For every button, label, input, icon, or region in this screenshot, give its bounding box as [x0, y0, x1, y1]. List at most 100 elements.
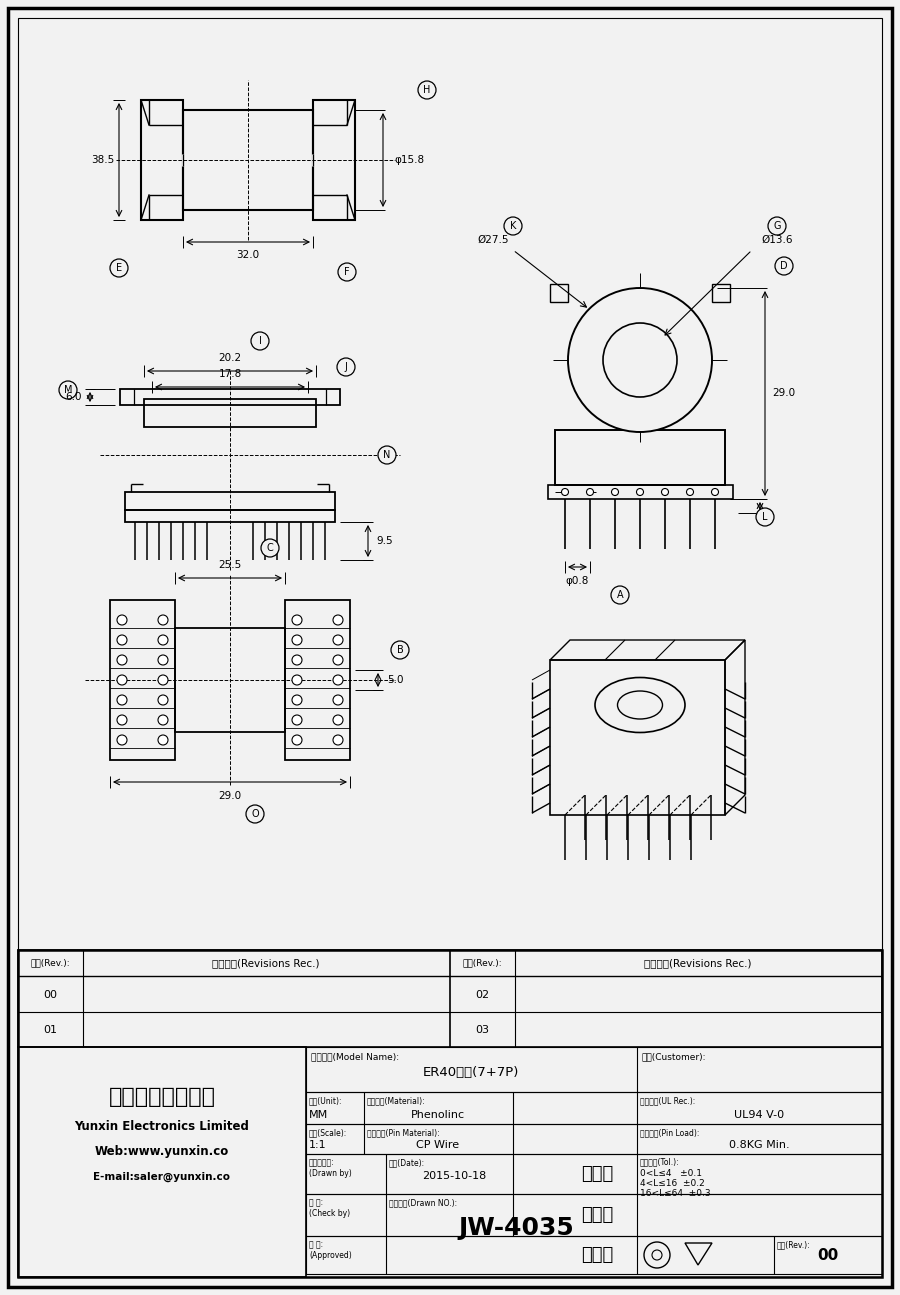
Text: 针脚材质(Pin Material):: 针脚材质(Pin Material): [367, 1128, 439, 1137]
Text: 25.5: 25.5 [219, 559, 241, 570]
Text: 修改记录(Revisions Rec.): 修改记录(Revisions Rec.) [212, 958, 320, 967]
Text: 防火等级(UL Rec.):: 防火等级(UL Rec.): [640, 1097, 695, 1106]
Text: C: C [266, 543, 274, 553]
Text: 比例(Scale):: 比例(Scale): [309, 1128, 347, 1137]
Text: Yunxin Electronics Limited: Yunxin Electronics Limited [75, 1120, 249, 1133]
Circle shape [756, 508, 774, 526]
Text: 版本(Rev.):: 版本(Rev.): [463, 958, 502, 967]
Circle shape [775, 256, 793, 275]
Text: 刘水强: 刘水强 [580, 1166, 613, 1184]
Text: MM: MM [309, 1110, 328, 1120]
Text: 客户(Customer):: 客户(Customer): [642, 1053, 706, 1062]
Text: 核 准:: 核 准: [309, 1241, 323, 1250]
Circle shape [117, 615, 127, 625]
Circle shape [662, 488, 669, 496]
Text: 规格描述(Model Name):: 规格描述(Model Name): [311, 1053, 399, 1062]
Text: 38.5: 38.5 [92, 155, 114, 164]
Bar [110, 600, 175, 760]
Bar [306, 1124, 882, 1154]
Bar [555, 430, 725, 486]
Text: I: I [258, 335, 261, 346]
Text: E: E [116, 263, 122, 273]
Text: ER40卧式(7+7P): ER40卧式(7+7P) [423, 1066, 519, 1079]
Circle shape [117, 715, 127, 725]
Text: 2015-10-18: 2015-10-18 [422, 1171, 486, 1181]
Circle shape [117, 695, 127, 704]
Text: 校 对:: 校 对: [309, 1198, 323, 1207]
Bar [306, 1194, 882, 1235]
Circle shape [391, 641, 409, 659]
Text: (Approved): (Approved) [309, 1251, 352, 1260]
Bar [18, 951, 882, 1046]
Text: 版本(Rev.):: 版本(Rev.): [777, 1241, 811, 1250]
Circle shape [59, 381, 77, 399]
Circle shape [292, 615, 302, 625]
Circle shape [337, 357, 355, 376]
Text: 日期(Date):: 日期(Date): [389, 1159, 425, 1168]
Text: G: G [773, 221, 781, 231]
Text: B: B [397, 645, 403, 655]
Circle shape [110, 259, 128, 277]
Circle shape [292, 695, 302, 704]
Text: JW-4035: JW-4035 [458, 1216, 574, 1241]
Text: 云芯电子有限公司: 云芯电子有限公司 [109, 1087, 215, 1107]
Bar [144, 399, 316, 427]
Text: Ø27.5: Ø27.5 [477, 234, 508, 245]
Text: L: L [762, 512, 768, 522]
Text: 02: 02 [475, 989, 489, 1000]
Circle shape [158, 675, 168, 685]
Circle shape [504, 218, 522, 234]
Bar [125, 492, 335, 510]
Text: J: J [345, 363, 347, 372]
Text: Phenolinc: Phenolinc [411, 1110, 465, 1120]
Circle shape [292, 655, 302, 666]
Text: 32.0: 32.0 [237, 250, 259, 260]
Text: 产品编号(Drawn NO.):: 产品编号(Drawn NO.): [389, 1198, 457, 1207]
Circle shape [333, 695, 343, 704]
Text: 20.2: 20.2 [219, 354, 241, 363]
Text: Web:www.yunxin.co: Web:www.yunxin.co [94, 1146, 230, 1159]
Text: (Drawn by): (Drawn by) [309, 1169, 352, 1178]
Circle shape [158, 635, 168, 645]
Text: K: K [509, 221, 517, 231]
Text: φ15.8: φ15.8 [394, 155, 424, 164]
Circle shape [158, 615, 168, 625]
Text: 5.0: 5.0 [387, 675, 403, 685]
Bar [550, 660, 725, 815]
Circle shape [292, 635, 302, 645]
Bar [183, 110, 313, 210]
Circle shape [292, 736, 302, 745]
Bar [548, 486, 733, 499]
Bar [550, 284, 568, 302]
Text: 张生坤: 张生坤 [580, 1246, 613, 1264]
Text: 本体材质(Material):: 本体材质(Material): [367, 1097, 426, 1106]
Text: 4<L≤16  ±0.2: 4<L≤16 ±0.2 [640, 1178, 705, 1188]
Circle shape [158, 695, 168, 704]
Text: (Check by): (Check by) [309, 1210, 350, 1219]
Bar [18, 1046, 306, 1277]
Circle shape [587, 488, 593, 496]
Text: 17.8: 17.8 [219, 369, 241, 379]
Circle shape [611, 488, 618, 496]
Text: 16<L≤64  ±0.3: 16<L≤64 ±0.3 [640, 1189, 711, 1198]
Bar [306, 1154, 882, 1194]
Circle shape [603, 322, 677, 398]
Text: 9.5: 9.5 [377, 536, 393, 546]
Bar [306, 1046, 882, 1092]
Text: O: O [251, 809, 259, 818]
Circle shape [418, 82, 436, 98]
Text: 00: 00 [43, 989, 57, 1000]
Circle shape [333, 655, 343, 666]
Circle shape [562, 488, 569, 496]
Bar [285, 600, 350, 760]
Bar [306, 1235, 882, 1274]
Circle shape [117, 675, 127, 685]
Text: M: M [64, 385, 72, 395]
Bar [125, 510, 335, 522]
Circle shape [261, 539, 279, 557]
Text: 6.0: 6.0 [66, 392, 82, 401]
Text: E-mail:saler@yunxin.co: E-mail:saler@yunxin.co [94, 1172, 230, 1182]
Text: 针脚拉力(Pin Load):: 针脚拉力(Pin Load): [640, 1128, 699, 1137]
Text: H: H [423, 85, 431, 95]
Circle shape [117, 655, 127, 666]
